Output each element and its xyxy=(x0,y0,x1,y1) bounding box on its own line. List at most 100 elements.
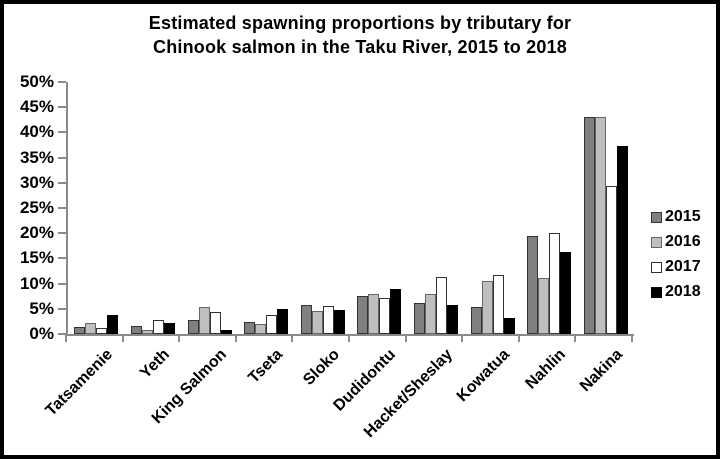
bar-yeth-2015 xyxy=(130,326,142,334)
bar-dudidontu-2015 xyxy=(357,296,369,334)
legend-item-2016: 2016 xyxy=(651,233,701,251)
chart-title-line1: Estimated spawning proportions by tribut… xyxy=(148,13,572,33)
bar-nahlin-2017 xyxy=(549,233,561,334)
x-tick-label-king-salmon: King Salmon xyxy=(148,346,230,428)
legend-label-2015: 2015 xyxy=(665,208,701,225)
y-tick-label-45: 45% xyxy=(19,97,54,117)
legend-item-2015: 2015 xyxy=(651,208,701,226)
bar-yeth-2016 xyxy=(141,330,153,334)
x-tick-mark xyxy=(404,335,407,342)
x-tick-label-hacket-sheslay: Hacket/Sheslay xyxy=(360,346,456,442)
bar-tatsamenie-2018 xyxy=(107,315,119,334)
bar-king-salmon-2018 xyxy=(220,330,232,334)
bar-tatsamenie-2017 xyxy=(96,328,108,334)
bar-sloko-2015 xyxy=(300,305,312,334)
y-tick-mark xyxy=(58,106,66,109)
bar-dudidontu-2018 xyxy=(390,289,402,334)
x-tick-mark xyxy=(291,335,294,342)
bar-sloko-2017 xyxy=(322,306,334,334)
bar-hacket-sheslay-2017 xyxy=(435,277,447,334)
legend-swatch-2016 xyxy=(651,236,662,248)
x-tick-label-sloko: Sloko xyxy=(299,346,343,389)
x-tick-mark xyxy=(461,335,464,342)
x-tick-mark xyxy=(234,335,237,342)
x-tick-mark xyxy=(348,335,350,342)
y-tick-label-10: 10% xyxy=(19,273,54,293)
x-tick-label-nahlin: Nahlin xyxy=(522,346,570,393)
y-tick-mark xyxy=(58,333,66,335)
y-tick-label-40: 40% xyxy=(19,122,54,142)
y-tick-label-30: 30% xyxy=(19,172,54,192)
x-tick-label-tseta: Tseta xyxy=(245,346,287,387)
legend-swatch-2018 xyxy=(651,286,662,298)
bar-tatsamenie-2016 xyxy=(85,323,97,334)
plot-area xyxy=(68,82,634,334)
x-tick-mark xyxy=(65,335,67,342)
bar-king-salmon-2016 xyxy=(198,307,210,334)
legend-label-2016: 2016 xyxy=(665,233,701,250)
x-tick-label-dudidontu: Dudidontu xyxy=(330,346,400,415)
y-tick-mark xyxy=(58,232,66,235)
x-tick-mark xyxy=(121,335,124,342)
bar-nakina-2016 xyxy=(594,117,606,334)
y-tick-mark xyxy=(58,207,66,209)
bar-dudidontu-2017 xyxy=(379,298,391,334)
bar-nakina-2018 xyxy=(616,146,628,334)
legend-swatch-2017 xyxy=(651,261,662,273)
x-tick-mark xyxy=(178,335,181,342)
bar-kowatua-2018 xyxy=(503,318,515,334)
y-tick-mark xyxy=(58,257,66,260)
bar-nahlin-2015 xyxy=(527,236,539,334)
bar-hacket-sheslay-2015 xyxy=(413,303,425,334)
chart-title: Estimated spawning proportions by tribut… xyxy=(4,11,716,59)
bar-dudidontu-2016 xyxy=(368,294,380,334)
x-tick-label-tatsamenie: Tatsamenie xyxy=(42,346,117,420)
x-tick-label-nakina: Nakina xyxy=(576,346,626,396)
legend-item-2018: 2018 xyxy=(651,283,701,301)
legend: 2015 2016 2017 2018 xyxy=(651,208,701,308)
bar-kowatua-2015 xyxy=(470,307,482,334)
bar-yeth-2017 xyxy=(152,320,164,334)
bar-king-salmon-2015 xyxy=(187,320,199,334)
bar-king-salmon-2017 xyxy=(209,312,221,334)
bar-sloko-2018 xyxy=(333,310,345,334)
y-tick-mark xyxy=(58,81,66,83)
legend-swatch-2015 xyxy=(651,211,662,223)
legend-label-2018: 2018 xyxy=(665,283,701,300)
y-tick-label-20: 20% xyxy=(19,223,54,243)
bar-yeth-2018 xyxy=(163,323,175,334)
bar-tseta-2015 xyxy=(244,322,256,334)
bar-nakina-2015 xyxy=(583,117,595,334)
x-tick-mark xyxy=(517,335,520,342)
bar-kowatua-2016 xyxy=(481,281,493,334)
bar-tseta-2017 xyxy=(266,315,278,334)
y-tick-mark xyxy=(58,131,66,134)
legend-label-2017: 2017 xyxy=(665,258,701,275)
y-tick-mark xyxy=(58,156,66,159)
x-tick-label-kowatua: Kowatua xyxy=(453,346,513,406)
x-tick-label-yeth: Yeth xyxy=(136,346,173,382)
chart-title-line2: Chinook salmon in the Taku River, 2015 t… xyxy=(153,37,567,57)
y-tick-label-25: 25% xyxy=(19,198,54,217)
y-tick-label-15: 15% xyxy=(19,248,54,268)
y-axis-line xyxy=(66,82,68,336)
y-tick-mark xyxy=(58,181,66,184)
x-tick-mark xyxy=(631,335,633,342)
bar-kowatua-2017 xyxy=(492,275,504,334)
y-tick-mark xyxy=(58,307,66,310)
bar-hacket-sheslay-2018 xyxy=(446,305,458,334)
bar-tseta-2018 xyxy=(277,309,289,334)
y-tick-mark xyxy=(58,282,66,285)
bar-sloko-2016 xyxy=(311,311,323,334)
bar-hacket-sheslay-2016 xyxy=(424,294,436,334)
bar-nahlin-2016 xyxy=(538,278,550,334)
x-tick-mark xyxy=(574,335,577,342)
y-tick-label-0: 0% xyxy=(29,324,54,343)
y-tick-label-35: 35% xyxy=(19,147,54,167)
legend-item-2017: 2017 xyxy=(651,258,701,276)
y-tick-label-50: 50% xyxy=(19,72,54,91)
bar-nahlin-2018 xyxy=(560,252,572,334)
x-axis-line xyxy=(66,334,634,336)
bar-nakina-2017 xyxy=(605,186,617,334)
